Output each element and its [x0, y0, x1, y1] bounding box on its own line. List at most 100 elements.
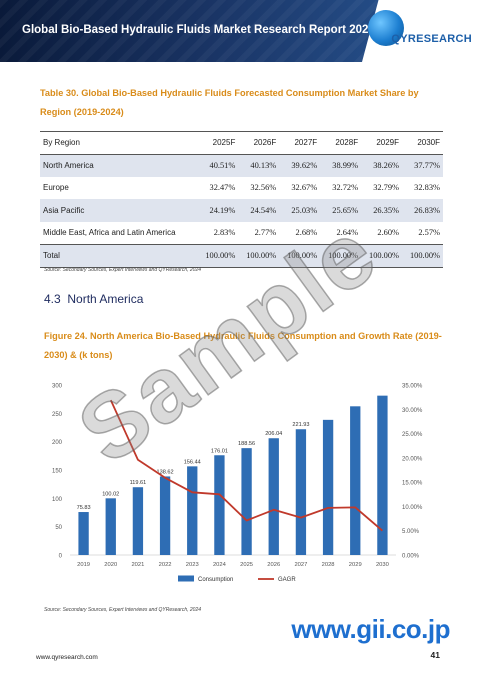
globe-icon	[368, 10, 404, 46]
x-tick-label: 2019	[77, 562, 90, 568]
table-header-cell: 2027F	[279, 131, 321, 155]
share-cell: 2.64%	[336, 228, 359, 238]
share-cell: 2.68%	[295, 228, 318, 238]
report-header: Global Bio-Based Hydraulic Fluids Market…	[0, 0, 480, 62]
consumption-bar	[295, 429, 307, 555]
y-right-tick-label: 30.00%	[402, 408, 423, 414]
x-tick-label: 2026	[267, 562, 280, 568]
report-title: Global Bio-Based Hydraulic Fluids Market…	[22, 24, 375, 36]
consumption-bar	[132, 487, 144, 555]
consumption-bar	[350, 406, 361, 555]
share-cell: 100.00%	[279, 243, 321, 268]
y-left-tick-label: 200	[52, 440, 63, 446]
share-cell: 32.72%	[332, 183, 359, 193]
share-cell: 100.00%	[197, 243, 239, 268]
gagr-line	[109, 399, 383, 532]
share-cell: 2.60%	[377, 228, 400, 238]
bar-data-label: 75.83	[77, 505, 91, 511]
section-title: North America	[67, 292, 144, 306]
share-cell: 100.00%	[361, 243, 403, 268]
table-header-row: By Region 2025F 2026F 2027F 2028F 2029F 2030F	[40, 131, 443, 155]
table-header-cell: 2026F	[238, 131, 280, 155]
y-left-tick-label: 300	[52, 384, 63, 390]
share-cell: 40.13%	[238, 154, 280, 177]
share-cell: 26.35%	[361, 199, 403, 222]
share-cell: 38.99%	[320, 154, 362, 177]
consumption-bar	[322, 419, 334, 555]
share-cell: 100.00%	[320, 243, 362, 268]
y-right-tick-label: 0.00%	[402, 554, 420, 560]
region-cell: Middle East, Africa and Latin America	[43, 228, 176, 238]
x-tick-label: 2024	[213, 562, 227, 568]
share-cell: 2.77%	[254, 228, 277, 238]
market-share-table: By Region 2025F 2026F 2027F 2028F 2029F 2030F …	[40, 131, 443, 268]
table-row: Asia Pacific 24.19% 24.54% 25.03% 25.65% 26.3…	[40, 199, 443, 222]
share-cell: 32.56%	[250, 183, 277, 193]
x-tick-label: 2020	[104, 562, 117, 568]
region-cell: Total	[40, 243, 198, 268]
figure-caption: Figure 24. North America Bio-Based Hydra…	[44, 331, 442, 360]
share-cell: 37.77%	[402, 154, 443, 177]
consumption-growth-chart: 0 50 100 150 200 250 300 0.00% 5.00% 10.00% 15.00%…	[52, 384, 423, 584]
consumption-bar	[105, 498, 116, 555]
legend-consumption-label: Consumption	[198, 577, 233, 583]
x-tick-label: 2030	[376, 562, 389, 568]
legend-consumption-swatch	[178, 575, 194, 582]
page-number: 41	[430, 650, 440, 660]
share-cell: 100.00%	[238, 243, 280, 268]
region-cell: Europe	[43, 183, 69, 193]
y-left-tick-label: 0	[59, 554, 63, 560]
y-right-tick-label: 15.00%	[402, 481, 423, 487]
y-left-tick-label: 250	[52, 412, 63, 418]
gii-watermark-url: www.gii.co.jp	[291, 614, 450, 644]
bar-data-label: 176.01	[211, 448, 228, 454]
region-cell: Asia Pacific	[40, 199, 198, 222]
bar-data-label: 100.02	[102, 491, 119, 497]
y-right-tick-label: 5.00%	[402, 529, 420, 535]
x-tick-label: 2029	[349, 562, 362, 568]
share-cell: 24.54%	[238, 199, 280, 222]
y-left-tick-label: 150	[52, 469, 63, 475]
share-cell: 25.03%	[279, 199, 321, 222]
share-cell: 32.67%	[291, 183, 318, 193]
figure-source: Source: Secondary Sources, Expert Interv…	[44, 607, 202, 613]
table-header-cell: 2028F	[320, 131, 362, 155]
share-cell: 38.26%	[361, 154, 403, 177]
consumption-bar	[377, 395, 388, 555]
footer-url: www.qyresearch.com	[36, 654, 98, 661]
x-tick-label: 2028	[322, 562, 335, 568]
x-tick-label: 2027	[294, 562, 307, 568]
y-left-tick-label: 100	[52, 497, 63, 503]
x-tick-label: 2022	[159, 562, 172, 568]
y-right-tick-label: 20.00%	[402, 456, 423, 462]
share-cell: 100.00%	[402, 243, 443, 268]
section-heading: 4.3 North America	[44, 292, 143, 306]
share-cell: 26.83%	[402, 199, 443, 222]
table-body: North America 40.51% 40.13% 39.62% 38.99% 38.…	[40, 154, 443, 268]
table-source: Source: Secondary Sources, Expert Interv…	[44, 267, 202, 273]
bar-data-label: 156.44	[184, 459, 201, 465]
share-cell: 2.83%	[213, 228, 236, 238]
share-cell: 2.57%	[418, 228, 440, 238]
consumption-bar	[159, 476, 171, 555]
table-row: Total 100.00% 100.00% 100.00% 100.00% 100.00%…	[40, 243, 443, 268]
table-row: Middle East, Africa and Latin America 2.8…	[40, 222, 443, 245]
table-header-cell: 2030F	[402, 131, 443, 155]
consumption-bar	[187, 466, 198, 555]
share-cell: 40.51%	[197, 154, 239, 177]
section-number: 4.3	[44, 292, 61, 306]
share-cell: 24.19%	[197, 199, 239, 222]
share-cell: 32.83%	[414, 183, 440, 193]
consumption-bar	[214, 455, 225, 555]
bar-data-label: 206.04	[265, 431, 282, 437]
bar-data-label: 138.62	[157, 469, 174, 475]
consumption-bar	[78, 512, 89, 555]
table-row: Europe 32.47% 32.56% 32.67% 32.72% 32.79% 32.8…	[40, 177, 443, 200]
region-cell: North America	[40, 154, 198, 177]
y-right-tick-label: 35.00%	[402, 384, 423, 390]
consumption-bar	[268, 438, 279, 555]
share-cell: 32.79%	[373, 183, 400, 193]
x-tick-label: 2023	[186, 562, 199, 568]
qyresearch-logo: QYRESEARCH	[391, 33, 472, 45]
share-cell: 39.62%	[279, 154, 321, 177]
